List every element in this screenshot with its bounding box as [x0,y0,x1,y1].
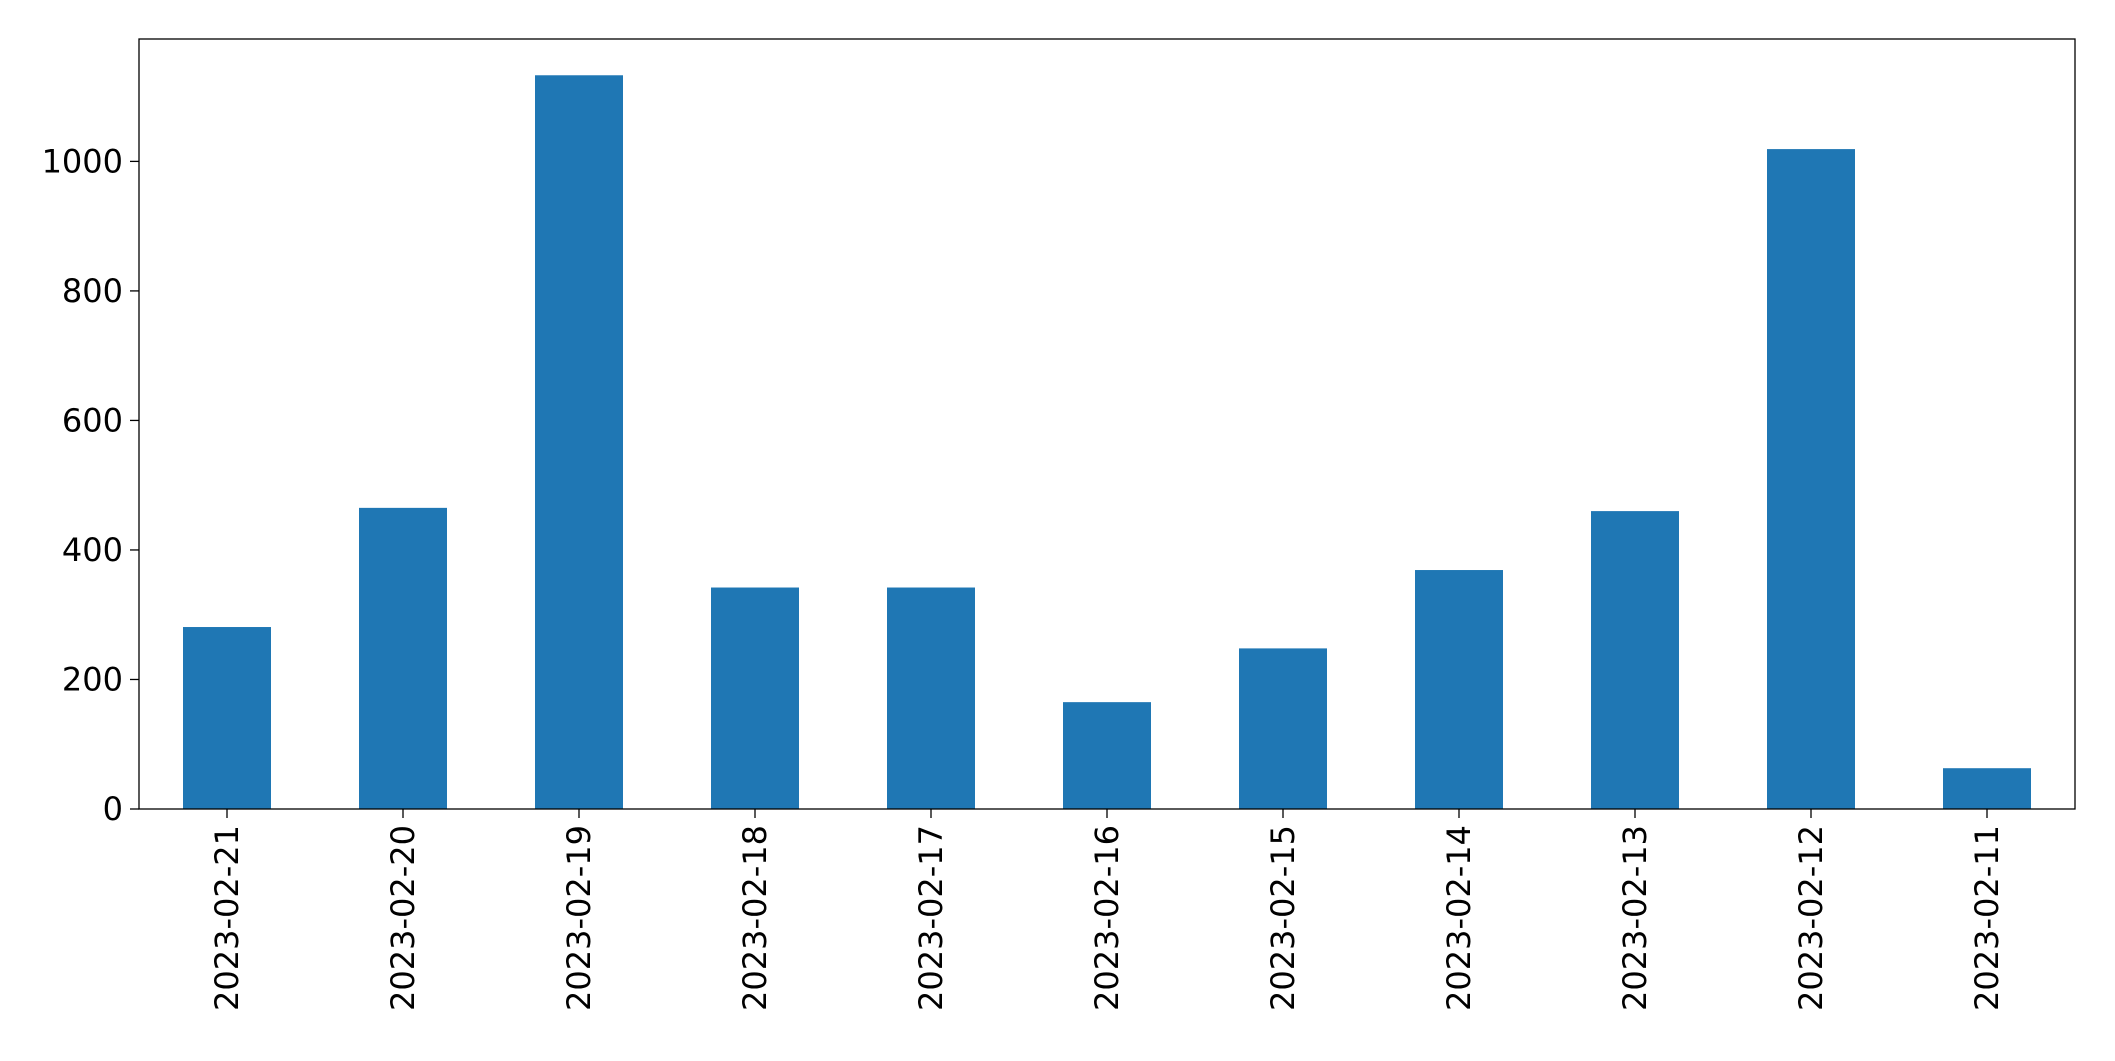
y-tick-label: 600 [62,401,123,439]
bar [1767,149,1855,809]
bar [1591,511,1679,809]
bar [887,587,975,809]
x-tick-label: 2023-02-14 [1440,825,1478,1011]
bar [1943,768,2031,809]
x-tick-label: 2023-02-16 [1088,825,1126,1011]
y-tick-label: 400 [62,531,123,569]
x-tick-label: 2023-02-12 [1792,825,1830,1011]
bar [535,75,623,810]
y-tick-label: 1000 [42,142,123,180]
x-tick-label: 2023-02-19 [560,825,598,1011]
bar [1415,570,1503,809]
bar [1239,648,1327,809]
x-tick-label: 2023-02-11 [1968,825,2006,1011]
x-tick-label: 2023-02-20 [384,825,422,1011]
x-tick-label: 2023-02-13 [1616,825,1654,1011]
x-tick-label: 2023-02-15 [1264,825,1302,1011]
x-tick-label: 2023-02-18 [736,825,774,1011]
bar [359,507,447,809]
bar [183,627,271,809]
x-tick-label: 2023-02-21 [208,825,246,1011]
bar [711,587,799,809]
x-tick-label: 2023-02-17 [912,825,950,1011]
y-tick-label: 0 [103,790,123,828]
plot-frame [138,38,2076,810]
bar [1063,702,1151,809]
y-tick-label: 800 [62,272,123,310]
y-tick-label: 200 [62,660,123,698]
